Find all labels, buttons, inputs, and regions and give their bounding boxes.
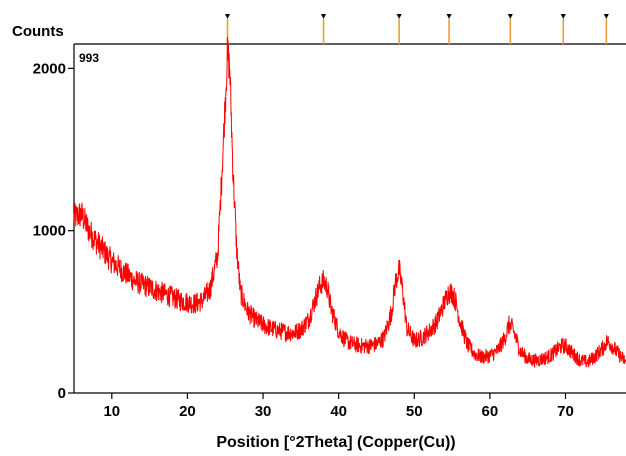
x-axis-ticks: 10 20 30 40 50 60 70: [103, 393, 574, 420]
x-tick-label: 60: [482, 403, 499, 420]
y-tick-label: 0: [58, 385, 66, 402]
reference-peak-arrow: [603, 14, 609, 19]
reference-peak-arrow: [225, 14, 231, 19]
reference-peak-arrow: [507, 14, 513, 19]
y-tick-label: 1000: [33, 223, 66, 240]
x-tick-label: 70: [557, 403, 574, 420]
sample-annotation: 993: [79, 51, 99, 65]
x-axis-title: Position [°2Theta] (Copper(Cu)): [216, 434, 455, 451]
y-tick-label: 2000: [33, 60, 66, 77]
reference-peak-arrow: [396, 14, 402, 19]
x-tick-label: 40: [330, 403, 347, 420]
plot-area: [73, 36, 626, 368]
x-tick-label: 20: [179, 403, 196, 420]
diffraction-series-line: [73, 36, 626, 368]
x-tick-label: 10: [103, 403, 120, 420]
reference-peak-arrow: [321, 14, 327, 19]
y-axis-title: Counts: [12, 23, 64, 40]
y-axis-ticks: 0 1000 2000: [33, 60, 74, 402]
x-tick-label: 30: [255, 403, 272, 420]
reference-peak-arrow: [446, 14, 452, 19]
reference-peaks: [225, 14, 609, 44]
reference-peak-arrow: [560, 14, 566, 19]
x-tick-label: 50: [406, 403, 423, 420]
